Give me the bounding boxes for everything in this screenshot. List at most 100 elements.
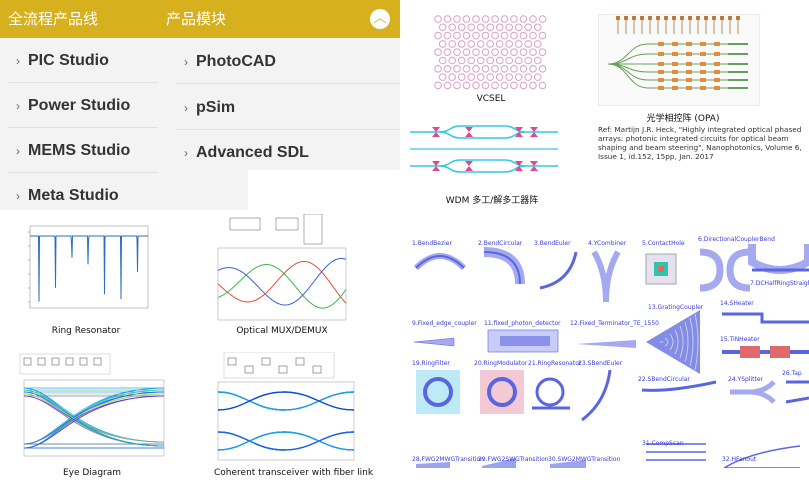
component-label[interactable]: 29.FWG2SWGTransition [478, 456, 549, 463]
component-label[interactable]: 19.RingFilter [412, 360, 450, 367]
component-label[interactable]: 21.RingResonator [528, 360, 582, 367]
nav-item-photocad[interactable]: › PhotoCAD [176, 43, 276, 81]
bend-euler-shape [539, 251, 578, 290]
coherent-schematic-block [261, 357, 271, 366]
vcsel-aperture [453, 81, 461, 90]
mux-channel-curve [217, 257, 347, 306]
opa-phase-shifter [658, 62, 664, 66]
component-label[interactable]: 32.HFanout [722, 456, 757, 463]
nav-item-meta-studio[interactable]: › Meta Studio [8, 177, 119, 215]
tin-heater-pad [770, 346, 790, 358]
mux-channel-curve [217, 264, 347, 309]
nav-item-pic-studio[interactable]: › PIC Studio [8, 42, 109, 80]
nav-item-psim[interactable]: › pSim [176, 89, 235, 127]
opa-phase-shifter [658, 78, 664, 82]
component-label[interactable]: 1.BendBezier [412, 240, 452, 247]
coherent-trace [217, 391, 355, 411]
vcsel-aperture [491, 15, 499, 23]
product-line-menu [0, 38, 158, 170]
component-label[interactable]: 24.YSplitter [728, 376, 764, 383]
vcsel-aperture [514, 40, 523, 48]
component-label[interactable]: 7.DCHalfRingStraight [750, 280, 809, 287]
wdm-coupler [432, 161, 440, 171]
coherent-axes [217, 381, 355, 461]
component-label[interactable]: 4.YCombiner [588, 240, 627, 247]
ring-transmission-curve [30, 235, 148, 302]
vcsel-aperture [472, 81, 480, 90]
vcsel-aperture [529, 15, 537, 23]
component-label[interactable]: 12.Fixed_Terminator_TE_1550 [570, 320, 659, 327]
wdm-coupler [465, 127, 473, 137]
component-label[interactable]: 14.SHeater [720, 300, 754, 307]
bend-bezier-core [415, 255, 465, 269]
chevron-up-icon[interactable]: ︿ [370, 9, 390, 29]
ring-resonator-plot [28, 225, 149, 309]
vcsel-aperture [462, 31, 471, 40]
sbend-circular-shape [641, 380, 717, 392]
vcsel-aperture [453, 15, 461, 23]
coherent-transceiver-plot [217, 352, 355, 461]
vcsel-aperture [533, 73, 542, 81]
meta-studio-row-bg [0, 170, 248, 210]
opa-pad [656, 16, 660, 20]
vcsel-aperture [476, 23, 485, 32]
vcsel-aperture [453, 48, 461, 57]
component-label[interactable]: 23.SBendEuler [578, 360, 623, 367]
vcsel-aperture [481, 48, 490, 57]
ring-modulator-bg [480, 370, 524, 414]
component-label[interactable]: 28.FWG2MWGTransition [412, 456, 484, 463]
divider [176, 129, 400, 130]
vcsel-aperture [443, 48, 452, 57]
component-label[interactable]: 22.SBendCircular [638, 376, 690, 383]
vcsel-aperture [491, 81, 499, 90]
coherent-schematic-block [244, 365, 254, 374]
opa-pad [688, 16, 692, 20]
opa-pad [696, 16, 700, 20]
wdm-coupler [515, 127, 523, 137]
product-line-header: 全流程产品线 [0, 0, 158, 38]
component-label[interactable]: 30.SWG2MWGTransition [548, 456, 621, 463]
component-label[interactable]: 9.Fixed_edge_coupler [412, 320, 477, 327]
vcsel-aperture [434, 65, 442, 73]
chevron-right-icon: › [16, 144, 20, 158]
grating-line [694, 313, 699, 371]
opa-pad [616, 16, 620, 20]
opa-phase-shifter [672, 42, 678, 46]
vcsel-aperture [510, 65, 518, 73]
vcsel-aperture [538, 65, 547, 73]
opa-phase-shifter [658, 52, 664, 56]
grating-line [689, 317, 694, 367]
nav-item-label: MEMS Studio [28, 142, 131, 159]
vcsel-aperture [529, 31, 537, 40]
component-label[interactable]: 31.CompScan [642, 440, 684, 447]
component-label[interactable]: 26.Tap [782, 370, 802, 377]
vcsel-aperture [438, 23, 447, 32]
component-label[interactable]: 3.BendEuler [534, 240, 571, 247]
vcsel-aperture [514, 56, 523, 65]
nav-item-mems-studio[interactable]: › MEMS Studio [8, 132, 130, 170]
vcsel-aperture [438, 40, 447, 48]
product-module-title: 产品模块 [166, 10, 227, 28]
tap-shape [785, 380, 809, 404]
nav-item-power-studio[interactable]: › Power Studio [8, 87, 130, 125]
vcsel-aperture [529, 81, 537, 90]
nav-item-label: PIC Studio [28, 52, 109, 69]
component-label[interactable]: 11.fixed_photon_detector [484, 320, 561, 327]
vcsel-aperture [481, 81, 490, 90]
grating-line [684, 321, 689, 363]
component-label[interactable]: 5.ContactHole [642, 240, 685, 247]
component-label[interactable]: 6.DirectionalCouplerBend [698, 236, 775, 243]
vcsel-aperture [495, 56, 504, 65]
opa-phase-shifter [672, 52, 678, 56]
component-label[interactable]: 15.TiNHeater [720, 336, 760, 343]
component-label[interactable]: 13.GratingCoupler [648, 304, 704, 311]
opa-phase-shifter [672, 70, 678, 74]
component-label[interactable]: 2.BendCircular [478, 240, 523, 247]
nav-item-label: pSim [196, 99, 236, 116]
vcsel-aperture [486, 56, 495, 65]
nav-item-advanced-sdl[interactable]: › Advanced SDL [176, 134, 309, 172]
component-label[interactable]: 20.RingModulator [474, 360, 528, 367]
vcsel-aperture [529, 65, 537, 73]
chevron-right-icon: › [16, 54, 20, 68]
component-library-grid [413, 244, 809, 468]
